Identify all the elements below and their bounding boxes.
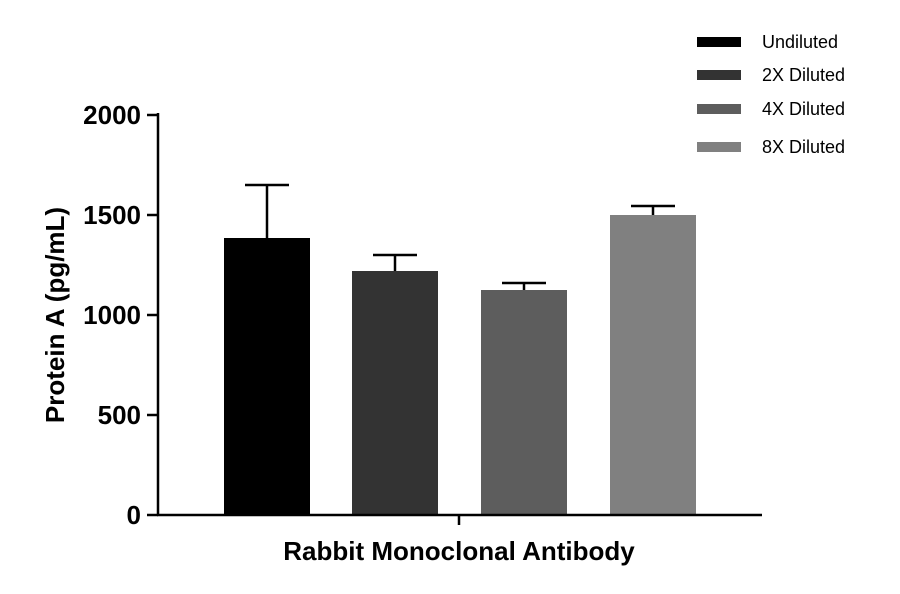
legend-swatch	[697, 142, 741, 152]
y-ticks: 0 500 1000 1500 2000	[83, 100, 158, 530]
bar-4x-diluted	[481, 290, 567, 515]
legend-swatch	[697, 70, 741, 80]
bar-2x-diluted	[352, 271, 438, 515]
legend-swatch	[697, 104, 741, 114]
y-axis-title: Protein A (pg/mL)	[40, 207, 70, 423]
legend: Undiluted 2X Diluted 4X Diluted 8X Diluted	[697, 32, 845, 157]
legend-label: Undiluted	[762, 32, 838, 52]
bars-layer	[224, 215, 696, 515]
y-tick-label: 500	[98, 400, 141, 430]
error-bars-layer	[245, 183, 675, 290]
bar-undiluted	[224, 238, 310, 515]
y-tick-label: 1000	[83, 300, 141, 330]
legend-label: 4X Diluted	[762, 99, 845, 119]
y-tick-label: 2000	[83, 100, 141, 130]
legend-label: 2X Diluted	[762, 65, 845, 85]
y-tick-label: 0	[127, 500, 141, 530]
x-axis-title: Rabbit Monoclonal Antibody	[283, 536, 635, 566]
y-tick-label: 1500	[83, 200, 141, 230]
legend-swatch	[697, 37, 741, 47]
legend-label: 8X Diluted	[762, 137, 845, 157]
bar-8x-diluted	[610, 215, 696, 515]
